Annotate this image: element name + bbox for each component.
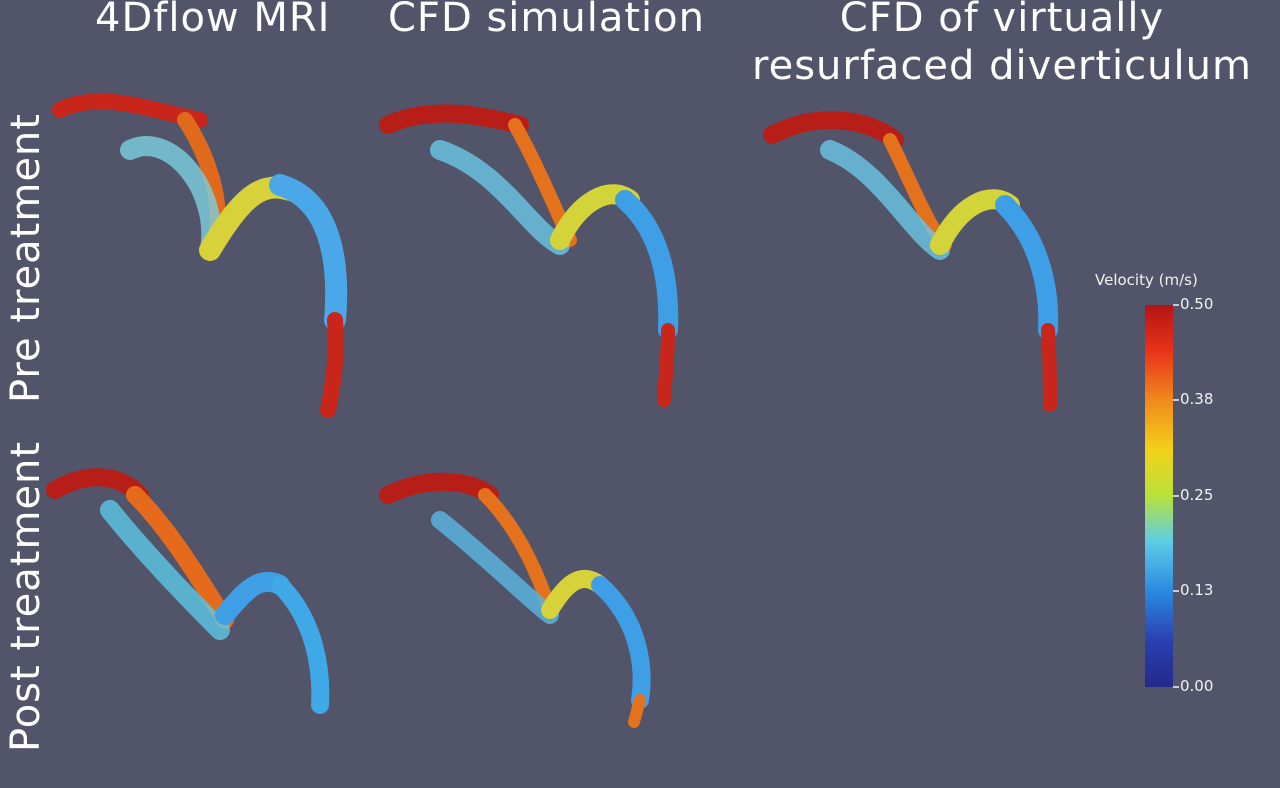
panel-pre-resurfaced — [763, 111, 1059, 412]
colorbar-tick-label: 0.13 — [1180, 581, 1214, 599]
panel-post-4dflow — [46, 468, 330, 714]
column-title-line-1: CFD of virtually — [839, 0, 1165, 41]
colorbar-title: Velocity (m/s) — [1095, 271, 1198, 289]
panel-pre-cfd — [379, 104, 679, 407]
panel-post-cfd — [379, 472, 651, 728]
column-title-cfd: CFD simulation — [388, 0, 705, 41]
colorbar-tick-label: 0.50 — [1180, 295, 1214, 313]
colorbar-tick-label: 0.00 — [1180, 677, 1214, 695]
column-title-line-2: resurfaced diverticulum — [752, 43, 1252, 89]
panel-pre-4dflow — [52, 93, 348, 418]
colorbar — [1145, 305, 1173, 687]
colorbar-tick-label: 0.25 — [1180, 486, 1214, 504]
column-title-4dflow: 4Dflow MRI — [95, 0, 331, 41]
colorbar-ticks — [1173, 304, 1179, 688]
column-title-resurfaced: CFD of virtually resurfaced diverticulum — [752, 0, 1252, 90]
colorbar-tick-label: 0.38 — [1180, 390, 1214, 408]
